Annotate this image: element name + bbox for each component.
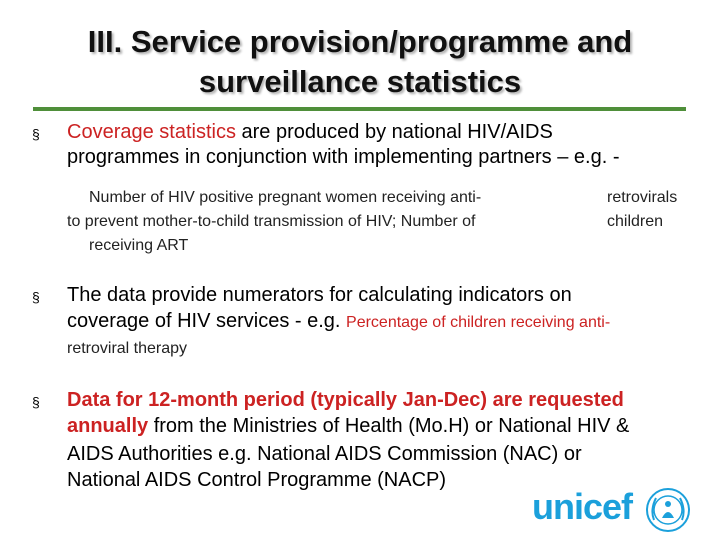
example-line-1: Number of HIV positive pregnant women re… [89, 189, 482, 206]
unicef-logo-text: unicef [532, 486, 633, 527]
unicef-emblem-icon [644, 486, 692, 539]
slide-title: III. Service provision/programme and sur… [30, 22, 690, 102]
bullet-1-line-1: Coverage statistics are produced by nati… [67, 121, 553, 143]
example-line-3: receiving ART [89, 237, 189, 254]
bullet-2-line-2: coverage of HIV services - e.g. Percenta… [67, 310, 611, 332]
title-line-1: III. Service provision/programme and [87, 24, 633, 59]
example-right-1: retrovirals [607, 189, 678, 206]
annually-term: annually [67, 415, 149, 437]
title-line-2: surveillance statistics [198, 64, 522, 99]
coverage-statistics-term: Coverage statistics [67, 121, 236, 143]
bullet-3-line-3: AIDS Authorities e.g. National AIDS Comm… [67, 443, 582, 465]
bullet-2-line-1: The data provide numerators for calculat… [67, 284, 572, 306]
bullet-1-line-2: programmes in conjunction with implement… [67, 146, 620, 168]
bullet-3-line-2: annually from the Ministries of Health (… [67, 415, 630, 437]
bullet-marker-3: § [32, 394, 40, 410]
bullet-3-line-4: National AIDS Control Programme (NACP) [67, 469, 447, 491]
percentage-children-indicator: Percentage of children receiving anti- [346, 314, 611, 331]
bullet-3-line-1: Data for 12-month period (typically Jan-… [67, 389, 624, 411]
bullet-marker-2: § [32, 289, 40, 305]
title-divider [33, 107, 686, 111]
bullet-marker-1: § [32, 126, 40, 142]
example-right-2: children [607, 213, 664, 230]
example-line-2: to prevent mother-to-child transmission … [67, 213, 476, 230]
bullet-2-line-3: retroviral therapy [67, 340, 188, 357]
